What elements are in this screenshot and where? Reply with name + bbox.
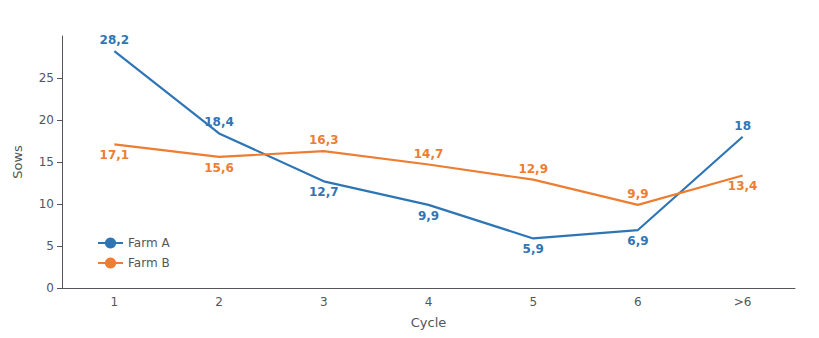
svg-text:15: 15 <box>39 155 54 169</box>
svg-text:10: 10 <box>39 197 54 211</box>
svg-text:14,7: 14,7 <box>414 147 444 161</box>
svg-text:12,7: 12,7 <box>309 185 339 199</box>
svg-text:5: 5 <box>529 295 537 309</box>
svg-text:25: 25 <box>39 71 54 85</box>
svg-text:Sows: Sows <box>10 145 25 179</box>
svg-text:Cycle: Cycle <box>411 315 447 330</box>
svg-text:28,2: 28,2 <box>100 33 130 47</box>
svg-text:13,4: 13,4 <box>728 179 758 193</box>
svg-text:6: 6 <box>634 295 642 309</box>
svg-text:9,9: 9,9 <box>418 209 439 223</box>
svg-text:20: 20 <box>39 113 54 127</box>
svg-text:9,9: 9,9 <box>627 187 648 201</box>
svg-text:5,9: 5,9 <box>523 242 544 256</box>
svg-text:>6: >6 <box>734 295 752 309</box>
svg-text:16,3: 16,3 <box>309 133 339 147</box>
svg-text:15,6: 15,6 <box>204 161 234 175</box>
svg-text:Farm A: Farm A <box>128 236 170 250</box>
svg-text:18,4: 18,4 <box>204 115 234 129</box>
svg-text:Farm B: Farm B <box>128 256 170 270</box>
svg-text:4: 4 <box>425 295 433 309</box>
svg-text:12,9: 12,9 <box>518 162 548 176</box>
svg-text:17,1: 17,1 <box>100 148 130 162</box>
svg-text:5: 5 <box>46 239 54 253</box>
svg-text:3: 3 <box>320 295 328 309</box>
svg-text:2: 2 <box>215 295 223 309</box>
svg-text:6,9: 6,9 <box>627 234 648 248</box>
svg-text:1: 1 <box>111 295 119 309</box>
svg-text:18: 18 <box>734 119 751 133</box>
svg-text:0: 0 <box>46 281 54 295</box>
